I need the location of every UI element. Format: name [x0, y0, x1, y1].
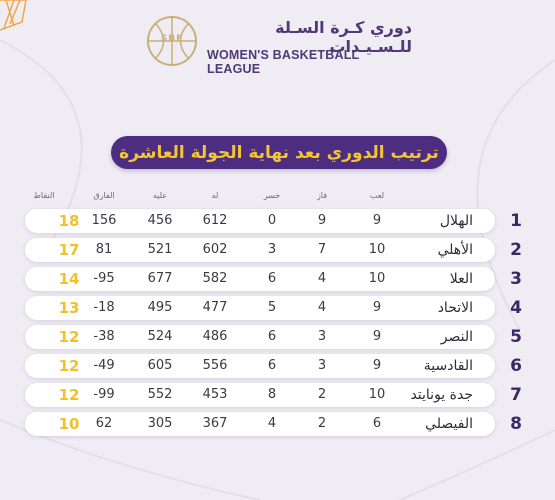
rank-number: 1 [510, 211, 522, 231]
won-cell: 7 [317, 242, 327, 257]
won-cell: 3 [317, 358, 327, 373]
lost-cell: 6 [267, 271, 277, 286]
diff-cell: -49 [93, 358, 115, 373]
won-cell: 4 [317, 300, 327, 315]
lost-cell: 6 [267, 358, 277, 373]
team-name: الأهلي [437, 242, 473, 258]
won-cell: 3 [317, 329, 327, 344]
played-cell: 10 [368, 387, 386, 402]
rank-number: 8 [510, 414, 522, 434]
against-cell: 456 [147, 213, 173, 228]
diff-cell: -38 [93, 329, 115, 344]
for-cell: 486 [202, 329, 228, 344]
team-name: جدة يونايتد [410, 387, 473, 403]
table-row: 13 -18 495 477 5 4 9 الاتحاد [25, 296, 495, 320]
for-cell: 453 [202, 387, 228, 402]
points-cell: 17 [58, 241, 80, 259]
points-cell: 12 [58, 357, 80, 375]
logo-ball-text: SBF [160, 34, 184, 44]
lost-cell: 4 [267, 416, 277, 431]
header-diff: الفارق [93, 191, 115, 200]
won-cell: 4 [317, 271, 327, 286]
played-cell: 9 [372, 358, 382, 373]
header-lost: خسر [263, 191, 281, 200]
rank-number: 2 [510, 240, 522, 260]
against-cell: 305 [147, 416, 173, 431]
team-name: الاتحاد [437, 300, 473, 316]
basketball-logo-icon [147, 16, 197, 66]
lost-cell: 3 [267, 242, 277, 257]
played-cell: 9 [372, 213, 382, 228]
points-cell: 13 [58, 299, 80, 317]
header-played: لعب [369, 191, 385, 200]
played-cell: 9 [372, 329, 382, 344]
logo-english-text: WOMEN'S BASKETBALL LEAGUE [207, 48, 360, 76]
against-cell: 495 [147, 300, 173, 315]
diff-cell: 156 [91, 213, 117, 228]
table-row: 18 156 456 612 0 9 9 الهلال [25, 209, 495, 233]
won-cell: 2 [317, 416, 327, 431]
title-banner: ترتيب الدوري بعد نهاية الجولة العاشرة [111, 136, 447, 169]
rank-number: 3 [510, 269, 522, 289]
played-cell: 10 [368, 271, 386, 286]
played-cell: 9 [372, 300, 382, 315]
for-cell: 602 [202, 242, 228, 257]
played-cell: 6 [372, 416, 382, 431]
team-name: العلا [449, 271, 473, 287]
against-cell: 677 [147, 271, 173, 286]
for-cell: 367 [202, 416, 228, 431]
won-cell: 9 [317, 213, 327, 228]
diff-cell: -99 [93, 387, 115, 402]
lost-cell: 8 [267, 387, 277, 402]
points-cell: 18 [58, 212, 80, 230]
team-name: الفيصلي [425, 416, 473, 432]
won-cell: 2 [317, 387, 327, 402]
for-cell: 582 [202, 271, 228, 286]
team-name: القادسية [423, 358, 473, 374]
league-logo: SBF دوري كـرة السـلة للـسـيـدات WOMEN'S … [145, 12, 415, 76]
played-cell: 10 [368, 242, 386, 257]
team-name: النصر [440, 329, 473, 345]
rank-number: 6 [510, 356, 522, 376]
table-row: 14 -95 677 582 6 4 10 العلا [25, 267, 495, 291]
for-cell: 477 [202, 300, 228, 315]
table-row: 12 -38 524 486 6 3 9 النصر [25, 325, 495, 349]
table-row: 12 -99 552 453 8 2 10 جدة يونايتد [25, 383, 495, 407]
diff-cell: 81 [95, 242, 113, 257]
rank-number: 7 [510, 385, 522, 405]
points-cell: 14 [58, 270, 80, 288]
against-cell: 552 [147, 387, 173, 402]
rank-number: 5 [510, 327, 522, 347]
against-cell: 524 [147, 329, 173, 344]
logo-arabic-text: دوري كـرة السـلة للـسـيـدات [275, 18, 412, 56]
header-for: له [211, 191, 219, 200]
table-row: 10 62 305 367 4 2 6 الفيصلي [25, 412, 495, 436]
against-cell: 605 [147, 358, 173, 373]
table-row: 12 -49 605 556 6 3 9 القادسية [25, 354, 495, 378]
points-cell: 10 [58, 415, 80, 433]
lost-cell: 6 [267, 329, 277, 344]
diff-cell: -18 [93, 300, 115, 315]
points-cell: 12 [58, 328, 80, 346]
lost-cell: 5 [267, 300, 277, 315]
basketball-net-icon [0, 0, 27, 31]
page-title: ترتيب الدوري بعد نهاية الجولة العاشرة [119, 142, 439, 163]
for-cell: 556 [202, 358, 228, 373]
against-cell: 521 [147, 242, 173, 257]
header-won: فاز [316, 191, 328, 200]
lost-cell: 0 [267, 213, 277, 228]
points-cell: 12 [58, 386, 80, 404]
diff-cell: -95 [93, 271, 115, 286]
for-cell: 612 [202, 213, 228, 228]
rank-number: 4 [510, 298, 522, 318]
table-row: 17 81 521 602 3 7 10 الأهلي [25, 238, 495, 262]
diff-cell: 62 [95, 416, 113, 431]
team-name: الهلال [439, 213, 473, 229]
header-points: النقاط [33, 191, 55, 200]
header-against: عليه [152, 191, 168, 200]
